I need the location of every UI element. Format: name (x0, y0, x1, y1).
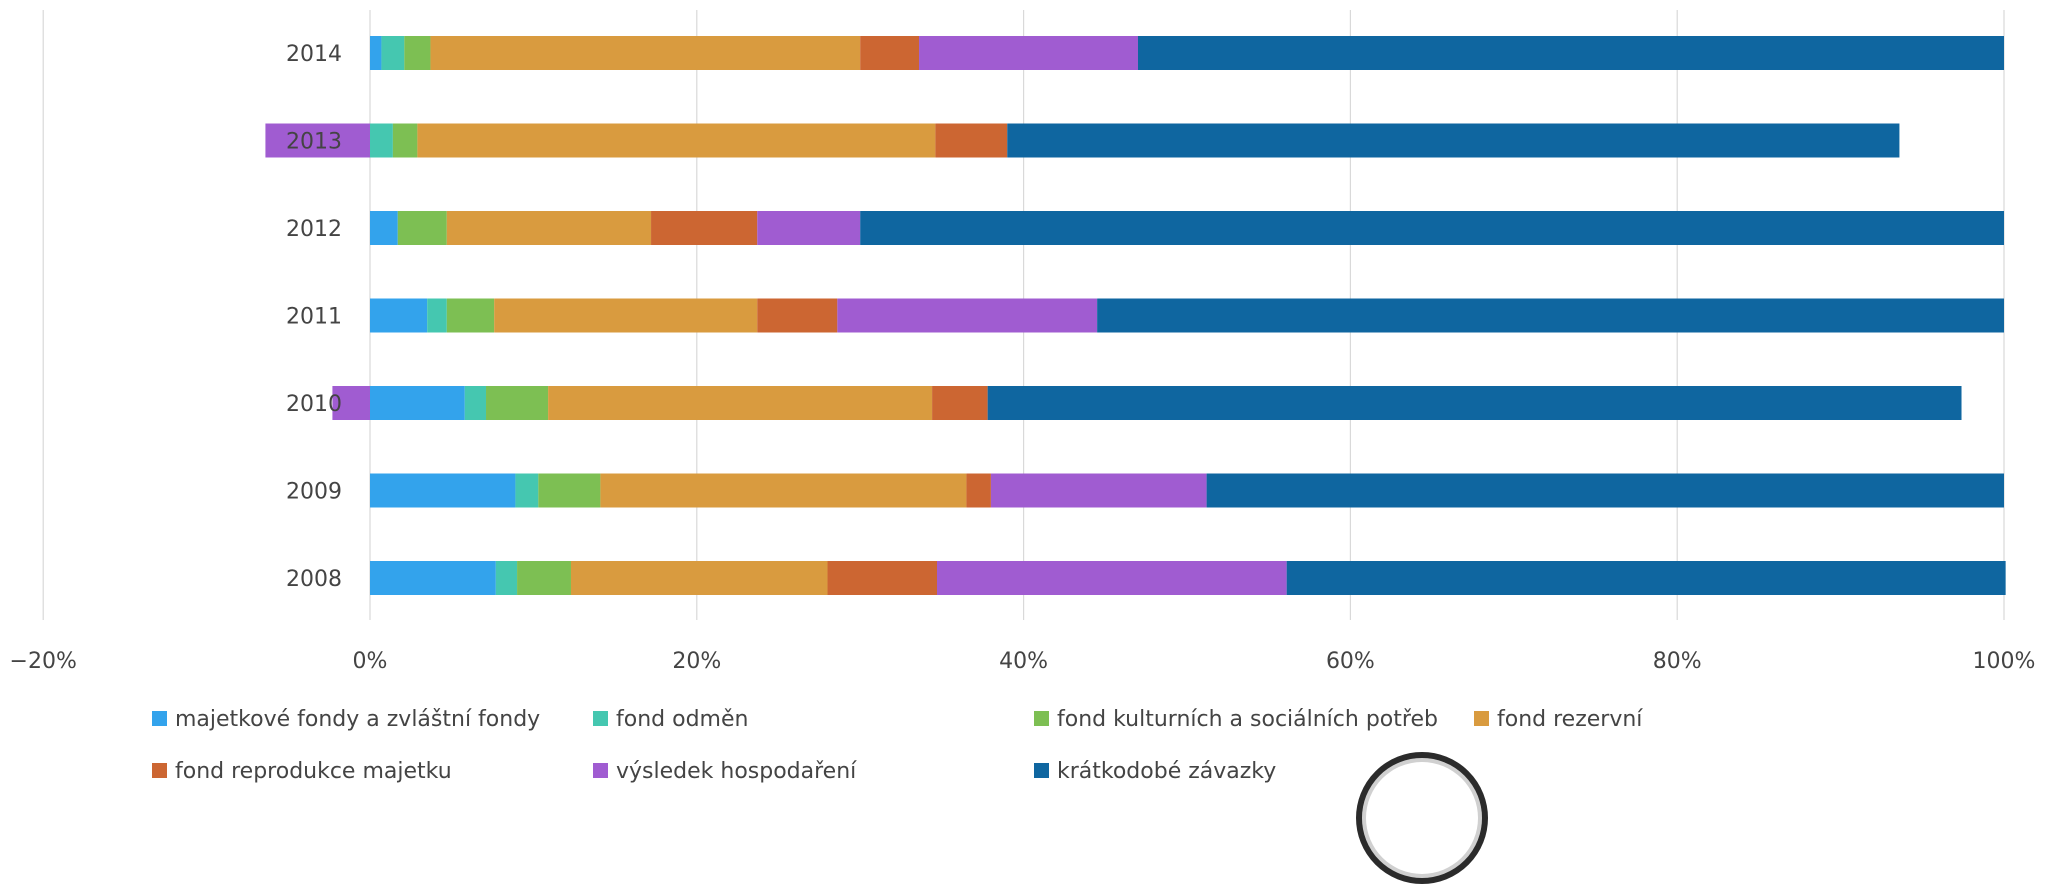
bar-layer (265, 36, 2006, 595)
bar-segment (464, 386, 487, 420)
x-tick-label: 60% (1326, 649, 1375, 674)
bar-segment (332, 386, 370, 420)
bar-segment (860, 36, 920, 70)
bar-segment (990, 473, 1207, 508)
bar-segment (600, 473, 967, 508)
stacked-bar-chart: 2014 2013 2012 2011 2010 2009 2008 −20% 0% 20% 40… (10, 10, 2036, 784)
category-label-layer: 2014 2013 2012 2011 2010 2009 2008 (286, 42, 342, 592)
bar-segment (265, 123, 370, 158)
x-tick-label: 0% (353, 649, 388, 674)
legend-label: výsledek hospodaření (616, 759, 857, 784)
bar-segment (1097, 298, 2004, 333)
bar-segment (517, 561, 571, 595)
category-label: 2008 (286, 567, 342, 592)
bar-segment (570, 561, 828, 595)
bar-segment (1137, 36, 2004, 70)
category-label: 2013 (286, 130, 342, 155)
bar-segment (1007, 123, 1900, 158)
bar-segment (1286, 561, 2006, 595)
bar-segment (381, 36, 405, 70)
bar-segment (404, 36, 431, 70)
bar-segment (370, 211, 398, 245)
bar-segment (548, 386, 933, 420)
bar-segment (370, 123, 393, 158)
legend-label: fond reprodukce majetku (175, 759, 452, 784)
bar-segment (757, 211, 861, 245)
bar-segment (417, 123, 936, 158)
category-label: 2009 (286, 480, 342, 505)
bar-segment (370, 298, 428, 333)
bar-segment (370, 36, 382, 70)
bar-segment (370, 386, 465, 420)
bar-segment (392, 123, 418, 158)
bar-segment (427, 298, 447, 333)
bar-segment (860, 211, 2005, 245)
category-label: 2012 (286, 217, 342, 242)
bar-segment (370, 473, 516, 508)
bar-segment (397, 211, 447, 245)
bar-segment (827, 561, 937, 595)
bar-segment (446, 211, 652, 245)
legend: majetkové fondy a zvláštní fondy fond odm… (152, 707, 1643, 784)
bar-segment (430, 36, 861, 70)
bar-segment (919, 36, 1138, 70)
x-tick-label: 80% (1653, 649, 1702, 674)
category-label: 2010 (286, 392, 342, 417)
legend-swatch (152, 711, 167, 726)
legend-swatch (1474, 711, 1489, 726)
x-tick-label: 40% (999, 649, 1048, 674)
legend-swatch (593, 763, 608, 778)
bar-segment (486, 386, 549, 420)
x-tick-label-layer: −20% 0% 20% 40% 60% 80% 100% (10, 649, 2036, 674)
bar-segment (935, 123, 1008, 158)
legend-swatch (593, 711, 608, 726)
legend-label: krátkodobé závazky (1057, 759, 1276, 784)
legend-swatch (152, 763, 167, 778)
bar-segment (987, 386, 1962, 420)
bar-segment (370, 561, 496, 595)
bar-segment (515, 473, 539, 508)
legend-label: fond kulturních a sociálních potřeb (1057, 707, 1438, 732)
legend-label: fond odměn (616, 707, 748, 732)
bar-segment (757, 298, 838, 333)
bar-segment (495, 561, 518, 595)
bar-segment (538, 473, 601, 508)
bar-segment (494, 298, 758, 333)
bar-segment (1206, 473, 2004, 508)
legend-swatch (1034, 763, 1049, 778)
category-label: 2011 (286, 305, 342, 330)
x-tick-label: −20% (10, 649, 77, 674)
legend-label: majetkové fondy a zvláštní fondy (175, 707, 540, 732)
bar-segment (446, 298, 495, 333)
x-tick-label: 100% (1973, 649, 2036, 674)
legend-swatch (1034, 711, 1049, 726)
bar-segment (966, 473, 991, 508)
bar-segment (651, 211, 758, 245)
bar-segment (936, 561, 1287, 595)
legend-label: fond rezervní (1497, 707, 1643, 732)
bar-segment (837, 298, 1098, 333)
bar-segment (932, 386, 988, 420)
category-label: 2014 (286, 42, 342, 67)
x-tick-label: 20% (672, 649, 721, 674)
chart-container: 2014 2013 2012 2011 2010 2009 2008 −20% 0% 20% 40… (10, 10, 2036, 884)
